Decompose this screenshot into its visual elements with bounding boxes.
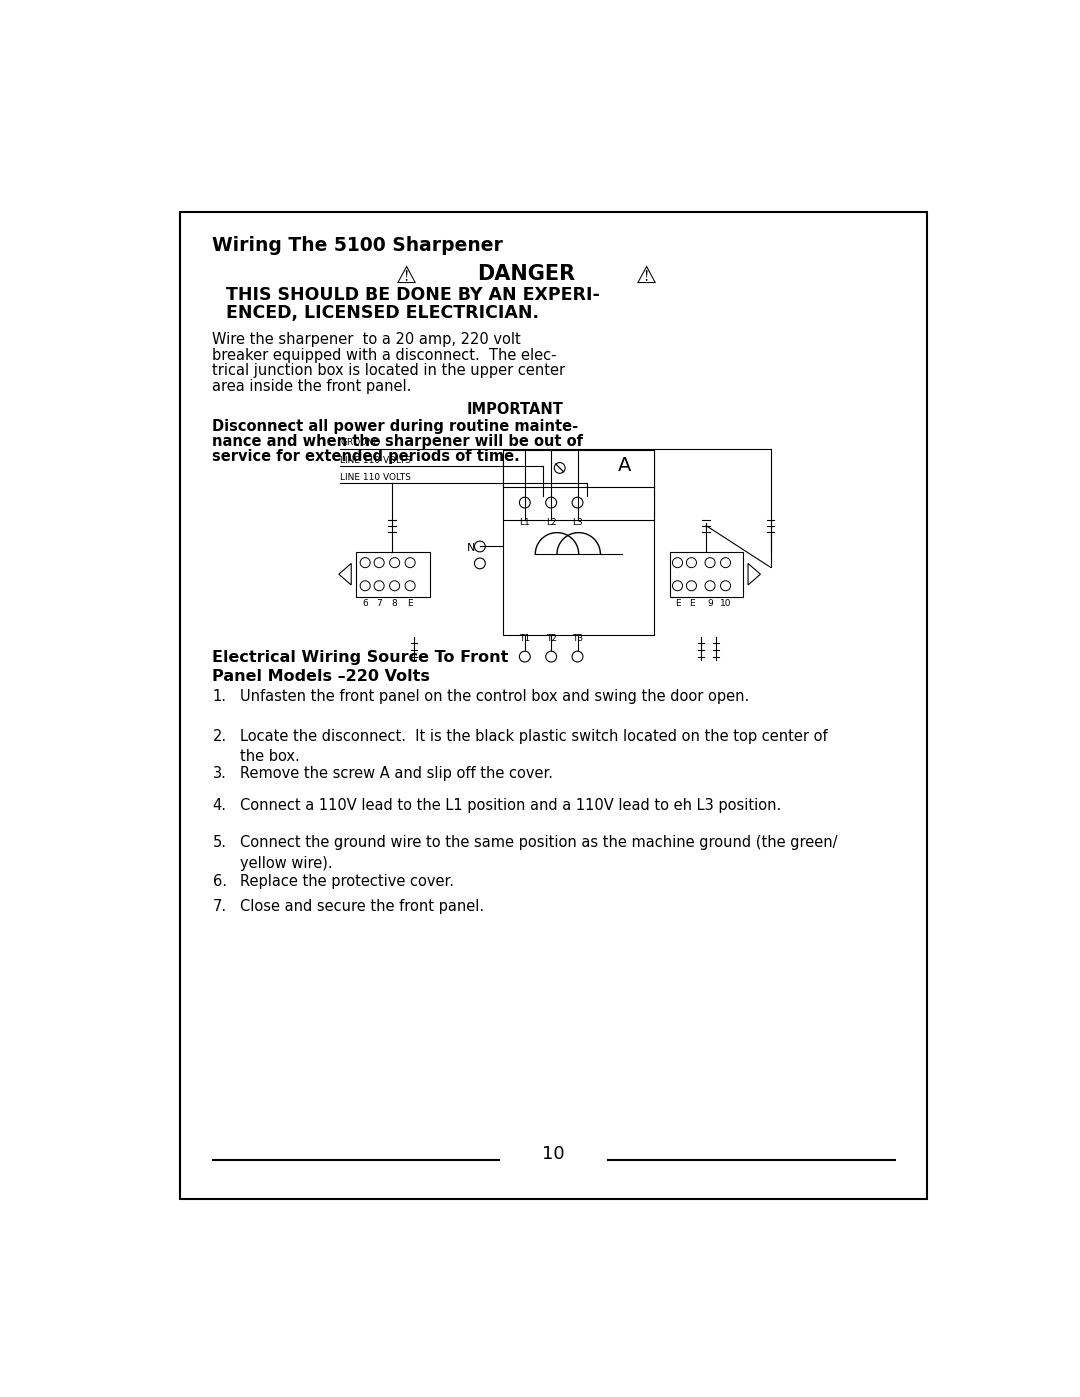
Text: ENCED, LICENSED ELECTRICIAN.: ENCED, LICENSED ELECTRICIAN.	[227, 305, 539, 321]
Text: 6: 6	[362, 599, 368, 608]
Text: 2.: 2.	[213, 729, 227, 745]
Text: Wire the sharpener  to a 20 amp, 220 volt: Wire the sharpener to a 20 amp, 220 volt	[213, 332, 522, 348]
Polygon shape	[339, 563, 351, 585]
Text: Connect a 110V lead to the L1 position and a 110V lead to eh L3 position.: Connect a 110V lead to the L1 position a…	[240, 798, 781, 813]
Text: nance and when the sharpener will be out of: nance and when the sharpener will be out…	[213, 434, 583, 448]
Circle shape	[390, 581, 400, 591]
Circle shape	[673, 581, 683, 591]
Circle shape	[572, 497, 583, 509]
Circle shape	[519, 651, 530, 662]
Text: Electrical Wiring Source To Front: Electrical Wiring Source To Front	[213, 651, 509, 665]
Text: 10: 10	[542, 1146, 565, 1164]
Circle shape	[687, 581, 697, 591]
Circle shape	[720, 557, 730, 567]
Text: L2: L2	[545, 518, 556, 527]
Text: trical junction box is located in the upper center: trical junction box is located in the up…	[213, 363, 566, 379]
Text: IMPORTANT: IMPORTANT	[467, 402, 563, 416]
Text: E: E	[689, 599, 694, 608]
Text: 9: 9	[707, 599, 713, 608]
Text: Wiring The 5100 Sharpener: Wiring The 5100 Sharpener	[213, 236, 503, 256]
Bar	[503, 450, 654, 636]
Text: ⚠: ⚠	[395, 264, 417, 288]
Circle shape	[572, 651, 583, 662]
Circle shape	[374, 581, 384, 591]
Bar	[670, 552, 743, 597]
Circle shape	[545, 651, 556, 662]
Text: Unfasten the front panel on the control box and swing the door open.: Unfasten the front panel on the control …	[240, 689, 748, 704]
Text: A: A	[618, 457, 632, 475]
Text: 7: 7	[376, 599, 382, 608]
Text: breaker equipped with a disconnect.  The elec-: breaker equipped with a disconnect. The …	[213, 348, 557, 363]
Bar	[356, 552, 430, 597]
Text: THIS SHOULD BE DONE BY AN EXPERI-: THIS SHOULD BE DONE BY AN EXPERI-	[227, 286, 600, 305]
Text: LINE 110 VOLTS: LINE 110 VOLTS	[340, 455, 411, 465]
Text: Disconnect all power during routine mainte-: Disconnect all power during routine main…	[213, 419, 579, 433]
Text: ⚠: ⚠	[636, 264, 657, 288]
Text: LINE 110 VOLTS: LINE 110 VOLTS	[340, 472, 411, 482]
Circle shape	[474, 557, 485, 569]
Circle shape	[405, 557, 415, 567]
Circle shape	[705, 581, 715, 591]
Text: Close and secure the front panel.: Close and secure the front panel.	[240, 900, 484, 914]
Circle shape	[360, 557, 370, 567]
Circle shape	[687, 557, 697, 567]
Text: L1: L1	[519, 518, 530, 527]
Text: E: E	[407, 599, 413, 608]
Text: 8: 8	[392, 599, 397, 608]
Circle shape	[720, 581, 730, 591]
Text: T1: T1	[519, 634, 530, 643]
Circle shape	[545, 497, 556, 509]
Text: E: E	[675, 599, 680, 608]
Text: area inside the front panel.: area inside the front panel.	[213, 379, 411, 394]
Text: 4.: 4.	[213, 798, 227, 813]
Text: T3: T3	[572, 634, 583, 643]
Text: 7.: 7.	[213, 900, 227, 914]
Text: Panel Models –220 Volts: Panel Models –220 Volts	[213, 669, 430, 685]
Text: GROUND: GROUND	[340, 439, 381, 447]
Bar	[503, 450, 654, 520]
Text: L3: L3	[572, 518, 583, 527]
Text: service for extended periods of time.: service for extended periods of time.	[213, 450, 521, 464]
Circle shape	[360, 581, 370, 591]
Text: Replace the protective cover.: Replace the protective cover.	[240, 873, 454, 888]
Text: DANGER: DANGER	[477, 264, 576, 284]
Circle shape	[390, 557, 400, 567]
Circle shape	[405, 581, 415, 591]
Text: 3.: 3.	[213, 766, 227, 781]
Circle shape	[519, 497, 530, 509]
Text: T2: T2	[545, 634, 556, 643]
Text: 10: 10	[719, 599, 731, 608]
Circle shape	[374, 557, 384, 567]
Polygon shape	[748, 563, 760, 585]
Circle shape	[705, 557, 715, 567]
Text: Connect the ground wire to the same position as the machine ground (the green/
y: Connect the ground wire to the same posi…	[240, 835, 837, 870]
Circle shape	[554, 462, 565, 474]
Text: 5.: 5.	[213, 835, 227, 851]
Text: Remove the screw A and slip off the cover.: Remove the screw A and slip off the cove…	[240, 766, 553, 781]
Circle shape	[673, 557, 683, 567]
Text: N: N	[467, 542, 475, 553]
Circle shape	[474, 541, 485, 552]
Bar	[180, 211, 927, 1199]
Text: 1.: 1.	[213, 689, 227, 704]
Text: Locate the disconnect.  It is the black plastic switch located on the top center: Locate the disconnect. It is the black p…	[240, 729, 827, 764]
Text: 6.: 6.	[213, 873, 227, 888]
